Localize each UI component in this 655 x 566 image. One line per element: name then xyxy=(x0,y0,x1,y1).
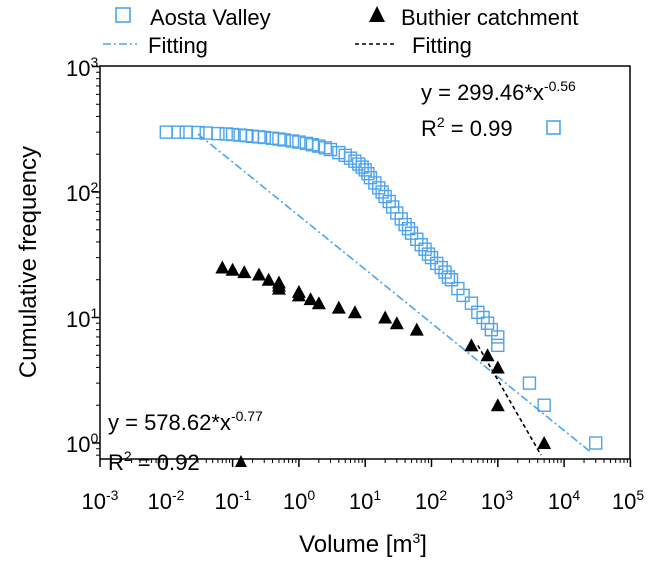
buthier-point xyxy=(311,296,326,310)
aosta-point xyxy=(368,176,382,190)
legend-label-buthier-fitting: Fitting xyxy=(412,33,472,58)
buthier-point xyxy=(378,310,393,324)
buthier-point xyxy=(490,360,505,374)
buthier-point xyxy=(261,272,276,286)
buthier-point xyxy=(347,305,362,319)
y-tick-label-1e0: 100 xyxy=(66,430,98,457)
x-tick-label-1e0: 100 xyxy=(283,487,315,514)
aosta-fit-equation: y = 299.46*x-0.56 xyxy=(421,78,576,105)
aosta-point xyxy=(179,125,193,139)
x-tick-label-1e4: 104 xyxy=(548,487,580,514)
x-tick-label-1e3: 103 xyxy=(481,487,513,514)
buthier-point xyxy=(237,265,252,279)
x-tick-label-1e-2: 10-2 xyxy=(148,487,185,514)
y-axis-title: Cumulative frequency xyxy=(15,146,42,378)
aosta-point xyxy=(378,189,392,204)
fit-lines xyxy=(197,133,591,456)
aosta-point xyxy=(272,132,286,146)
annotations: y = 299.46*x-0.56 R2 = 0.99 y = 578.62*x… xyxy=(108,78,576,475)
aosta-point xyxy=(441,270,456,284)
legend-item-buthier-catchment: Buthier catchment xyxy=(369,5,578,30)
x-tick-label-1e1: 101 xyxy=(349,487,381,514)
aosta-point xyxy=(361,166,375,181)
legend-marker-open-square xyxy=(115,7,131,23)
aosta-point xyxy=(522,376,537,390)
legend-label-aosta-valley: Aosta Valley xyxy=(150,5,271,30)
aosta-point xyxy=(375,185,389,199)
aosta-point xyxy=(225,127,240,142)
buthier-point xyxy=(331,300,346,314)
aosta-point xyxy=(471,305,485,320)
aosta-point xyxy=(421,247,436,261)
y-tick-label-1e1: 101 xyxy=(66,305,98,332)
aosta-point xyxy=(318,141,332,155)
buthier-point xyxy=(303,292,318,306)
legend: Aosta Valley Buthier catchment Fitting F… xyxy=(103,5,578,58)
aosta-point xyxy=(159,125,174,139)
x-tick-labels: 10-3 10-2 10-1 100 101 102 103 104 105 xyxy=(82,487,645,514)
axis-ticks xyxy=(92,65,632,467)
aosta-point xyxy=(537,398,551,412)
aosta-point xyxy=(363,171,378,185)
aosta-fit-r2: R2 = 0.99 xyxy=(421,114,513,141)
buthier-fit-line xyxy=(477,344,542,456)
legend-item-aosta-fitting: Fitting xyxy=(103,33,208,58)
buthier-point xyxy=(464,338,479,352)
aosta-point xyxy=(589,436,603,450)
buthier-point xyxy=(409,322,424,336)
buthier-point xyxy=(215,260,230,274)
buthier-point xyxy=(537,436,552,449)
aosta-point xyxy=(191,125,205,140)
buthier-r2-marker xyxy=(235,455,247,467)
aosta-point xyxy=(211,126,225,141)
aosta-point xyxy=(434,260,448,275)
x-axis-title: Volume [m3] xyxy=(299,530,427,558)
aosta-point xyxy=(257,130,271,145)
aosta-point xyxy=(491,330,505,344)
legend-item-aosta-valley: Aosta Valley xyxy=(115,5,271,30)
y-tick-label-1e3: 103 xyxy=(66,54,98,81)
buthier-fit-r2: R2 = 0.92 xyxy=(108,448,200,475)
y-tick-label-1e2: 102 xyxy=(66,179,98,206)
buthier-point xyxy=(271,281,286,295)
buthier-point xyxy=(225,262,240,276)
aosta-point xyxy=(323,142,338,157)
buthier-point xyxy=(251,267,266,281)
x-tick-label-1e2: 102 xyxy=(415,487,447,514)
x-tick-label-1e-3: 10-3 xyxy=(82,487,119,514)
x-tick-label-1e-1: 10-1 xyxy=(215,487,252,514)
aosta-valley-series xyxy=(159,125,603,450)
x-tick-label-1e5: 105 xyxy=(612,487,644,514)
aosta-point xyxy=(401,221,416,236)
legend-label-aosta-fitting: Fitting xyxy=(148,33,208,58)
aosta-r2-marker xyxy=(546,120,561,135)
aosta-point xyxy=(414,238,428,252)
y-tick-labels: 100 101 102 103 xyxy=(66,54,98,457)
aosta-point xyxy=(358,163,372,177)
legend-item-buthier-fitting: Fitting xyxy=(355,33,472,58)
aosta-point xyxy=(277,133,291,147)
aosta-point xyxy=(491,338,505,353)
legend-label-buthier-catchment: Buthier catchment xyxy=(401,5,578,30)
buthier-point xyxy=(490,398,505,412)
aosta-point xyxy=(430,256,444,271)
buthier-point xyxy=(389,316,404,330)
aosta-point xyxy=(292,135,306,149)
buthier-point xyxy=(291,288,306,302)
buthier-fit-equation: y = 578.62*x-0.77 xyxy=(108,408,263,435)
aosta-point xyxy=(451,281,465,296)
buthier-point xyxy=(480,348,495,362)
aosta-point xyxy=(456,288,470,303)
buthier-catchment-series xyxy=(215,260,552,449)
aosta-fit-line xyxy=(197,133,591,453)
aosta-point xyxy=(171,125,185,139)
legend-marker-filled-triangle xyxy=(369,6,385,22)
